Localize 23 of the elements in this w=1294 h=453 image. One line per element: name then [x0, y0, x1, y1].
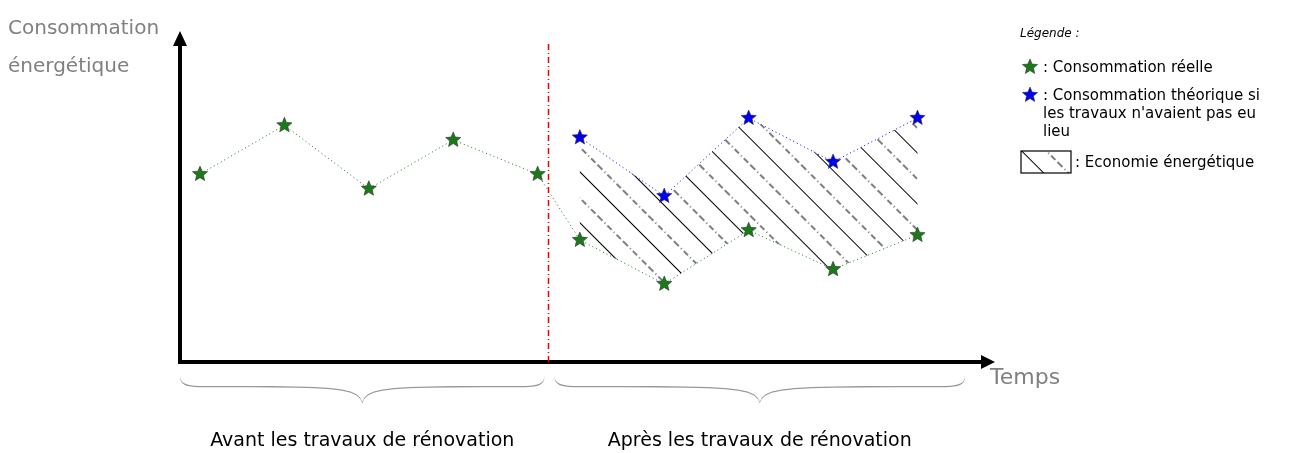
point	[529, 165, 546, 181]
point	[825, 260, 841, 277]
point	[656, 187, 673, 203]
x-axis-title: Temps	[990, 364, 1061, 389]
legend-title: Légende :	[1020, 26, 1081, 40]
point	[571, 231, 588, 247]
point	[909, 109, 926, 125]
point	[740, 221, 757, 238]
text: Avant les travaux de rénovation	[209, 428, 516, 450]
point	[192, 165, 208, 181]
point	[656, 275, 673, 291]
point	[740, 109, 757, 125]
text: : Economie énergétique	[1075, 153, 1255, 171]
point	[360, 180, 377, 196]
legend-label: : Consommation théorique si les travaux n'avaient pas eu lieu	[1043, 86, 1262, 140]
text: Après les travaux de rénovation	[606, 428, 913, 450]
legend-label: : Consommation réelle	[1043, 58, 1213, 76]
y-axis-title: Consommation énergétique	[8, 14, 161, 79]
point	[445, 131, 462, 147]
point	[825, 153, 841, 169]
point	[276, 117, 293, 133]
point	[909, 226, 926, 242]
point	[571, 129, 588, 145]
